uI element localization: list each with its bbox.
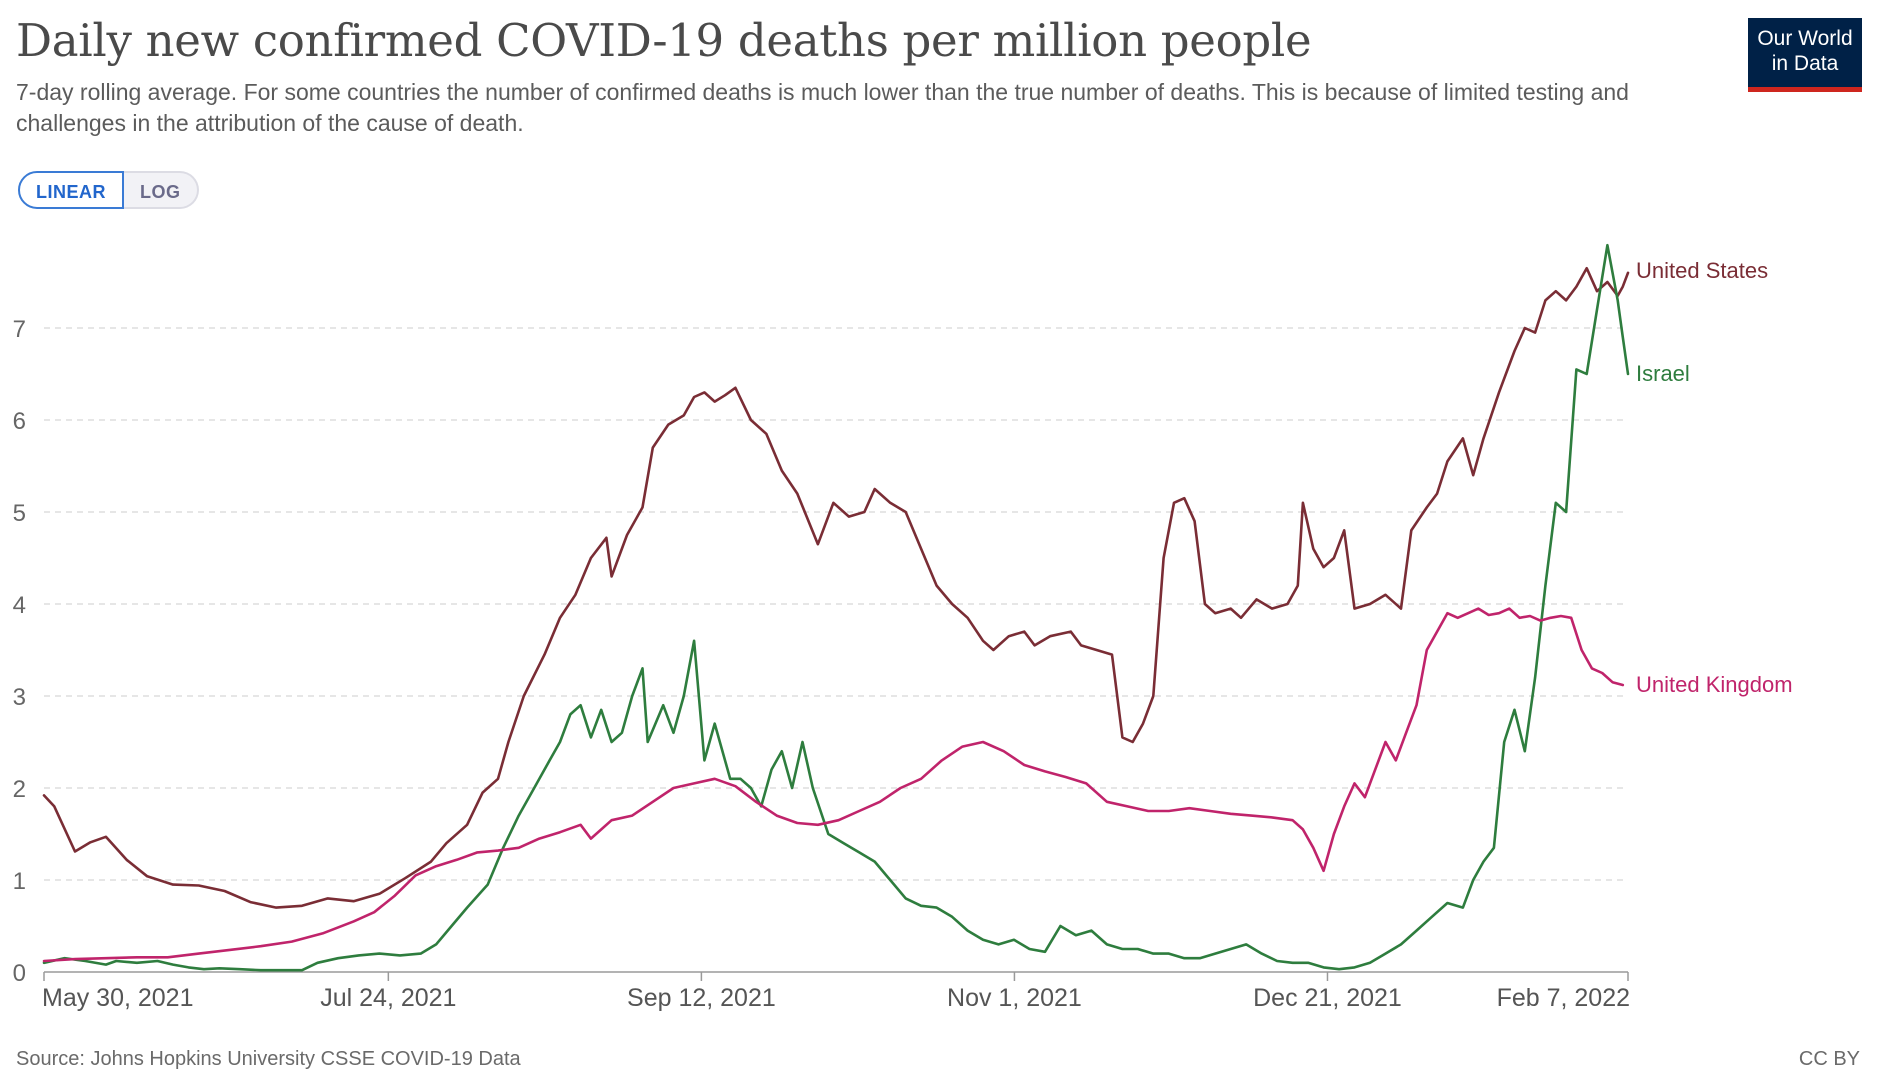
logo-accent-bar bbox=[1748, 87, 1862, 92]
series-labels: United States Israel United Kingdom bbox=[1636, 258, 1793, 697]
x-tick-label-0: May 30, 2021 bbox=[42, 984, 194, 1012]
series-line-united-kingdom[interactable] bbox=[42, 607, 1625, 963]
owid-logo[interactable]: Our World in Data bbox=[1748, 18, 1862, 92]
chart-title: Daily new confirmed COVID-19 deaths per … bbox=[16, 14, 1312, 67]
x-axis: May 30, 2021 Jul 24, 2021 Sep 12, 2021 Nov … bbox=[42, 971, 1630, 1012]
y-tick-label-6: 6 bbox=[13, 408, 26, 435]
x-tick-label-5: Feb 7, 2022 bbox=[1497, 984, 1630, 1012]
y-tick-label-7: 7 bbox=[13, 316, 26, 343]
series-line-united-states[interactable] bbox=[42, 266, 1630, 909]
y-tick-label-2: 2 bbox=[13, 776, 26, 803]
x-tick-label-2: Sep 12, 2021 bbox=[627, 984, 776, 1012]
chart-subtitle: 7-day rolling average. For some countrie… bbox=[16, 79, 1629, 136]
logo-line-1: Our World bbox=[1757, 27, 1853, 50]
x-tick-label-1: Jul 24, 2021 bbox=[320, 984, 456, 1012]
license-note[interactable]: CC BY bbox=[1798, 1048, 1860, 1070]
y-gridlines bbox=[44, 327, 1628, 881]
logo-line-2: in Data bbox=[1771, 52, 1839, 75]
y-tick-label-1: 1 bbox=[13, 868, 26, 895]
source-note[interactable]: Source: Johns Hopkins University CSSE CO… bbox=[16, 1048, 521, 1070]
y-tick-label-5: 5 bbox=[13, 500, 26, 527]
series-label-united-states[interactable]: United States bbox=[1636, 258, 1768, 283]
series-label-israel[interactable]: Israel bbox=[1636, 361, 1690, 386]
y-axis-labels: 0 1 2 3 4 5 6 7 bbox=[13, 316, 26, 987]
series-label-united-kingdom[interactable]: United Kingdom bbox=[1636, 672, 1793, 697]
x-tick-label-3: Nov 1, 2021 bbox=[947, 984, 1082, 1012]
line-chart: 0 1 2 3 4 5 6 7 May 30, 2021 Jul 24, 2021 Sep 12,… bbox=[13, 243, 1793, 1012]
series-line-israel[interactable] bbox=[42, 243, 1630, 972]
series-lines bbox=[42, 243, 1630, 972]
y-tick-label-3: 3 bbox=[13, 684, 26, 711]
linear-scale-button[interactable]: LINEAR bbox=[18, 171, 124, 209]
scale-toggle: LINEAR LOG bbox=[18, 171, 199, 209]
x-tick-label-4: Dec 21, 2021 bbox=[1253, 984, 1402, 1012]
y-tick-label-4: 4 bbox=[13, 592, 26, 619]
log-scale-button[interactable]: LOG bbox=[124, 171, 199, 209]
y-tick-label-0: 0 bbox=[13, 960, 26, 987]
